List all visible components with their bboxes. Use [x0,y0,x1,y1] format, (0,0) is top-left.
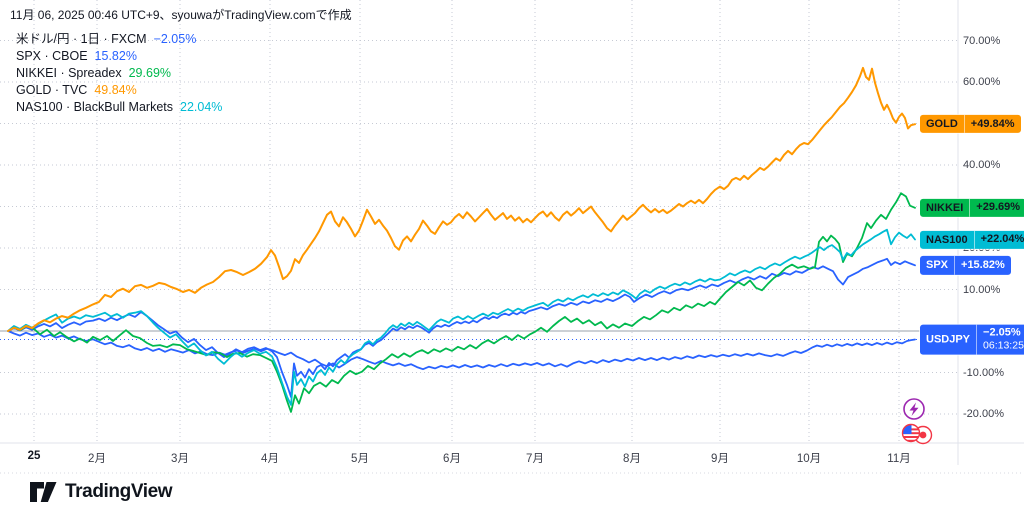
series-line-spx[interactable] [7,257,916,398]
price-axis-label: -10.00% [963,366,1004,379]
price-axis-label: -20.00% [963,408,1004,420]
price-flag-change: −2.05% [983,326,1021,339]
price-flag-value-box: +15.82% [954,256,1011,275]
price-flag-symbol: SPX [926,259,949,272]
legend-item-label: 米ドル/円 · 1日 · FXCM [16,32,147,46]
tradingview-logo-text: TradingView [65,481,173,502]
symbol-badges [901,398,933,445]
time-axis-label: 7月 [526,453,544,465]
price-flag-symbol: GOLD [926,118,958,131]
time-axis-label: 6月 [443,453,461,465]
time-axis-label: 3月 [171,453,189,465]
series-line-nas100[interactable] [7,228,916,406]
price-flag-symbol: USDJPY [926,333,971,346]
price-flag-countdown: 06:13:25 [983,339,1024,352]
legend-item-1[interactable]: SPX · CBOE 15.82% [16,48,222,65]
legend-item-2[interactable]: NIKKEI · Spreadex 29.69% [16,65,222,82]
price-axis-label: 40.00% [963,159,1001,171]
price-flag-spx[interactable]: SPX +15.82% [920,256,1011,275]
legend-item-change-value: 49.84% [94,83,137,97]
time-axis-label: 25 [27,450,41,462]
price-axis-label: 10.00% [963,283,1001,296]
series-line-gold[interactable] [7,66,916,332]
legend-item-4[interactable]: NAS100 · BlackBull Markets 22.04% [16,99,222,116]
series-line-nikkei[interactable] [7,192,916,413]
price-flag-change: +22.04% [980,232,1024,245]
price-flag-symbol: NIKKEI [926,201,964,214]
price-flag-usdjpy[interactable]: USDJPY −2.05% 06:13:25 [920,324,1024,355]
price-flag-value-box: +29.69% [969,198,1024,217]
price-flag-symbol: NAS100 [926,233,968,246]
time-axis-label: 5月 [351,453,369,465]
realtime-lightning-icon[interactable] [903,398,925,420]
price-flag-change: +15.82% [961,258,1005,271]
time-axis-label: 10月 [796,453,822,465]
price-flag-change: +49.84% [970,117,1015,130]
price-flag-value-box: +49.84% [963,115,1021,134]
time-axis-label: 2月 [88,453,106,465]
price-flag-value-box: −2.05% 06:13:25 [976,324,1024,355]
time-axis-label: 8月 [623,453,641,465]
legend-item-change-value: −2.05% [153,32,197,46]
time-axis-label: 9月 [711,453,729,465]
legend-item-label: NIKKEI · Spreadex [16,66,122,80]
price-flag-value-box: +22.04% [973,230,1024,249]
price-flag-gold[interactable]: GOLD +49.84% [920,115,1021,134]
tradingview-logo-mark [30,482,57,502]
legend-item-change-value: 29.69% [128,66,172,80]
legend-item-change-value: 22.04% [180,100,223,114]
chart-created-note: 11月 06, 2025 00:46 UTC+9、syouwaがTradingV… [10,8,352,22]
legend-item-label: GOLD · TVC [16,83,88,97]
legend-item-label: NAS100 · BlackBull Markets [16,100,174,114]
series-line-usdjpy[interactable] [7,330,916,371]
tradingview-logo[interactable]: TradingView [30,481,173,503]
chart-legend: 米ドル/円 · 1日 · FXCM −2.05% SPX · CBOE 15.82% N… [16,31,222,116]
legend-item-change-value: 15.82% [94,49,137,63]
price-flag-nikkei[interactable]: NIKKEI +29.69% [920,198,1024,217]
price-axis-label: 60.00% [963,76,1001,88]
price-flag-nas100[interactable]: NAS100 +22.04% [920,230,1024,249]
legend-item-0[interactable]: 米ドル/円 · 1日 · FXCM −2.05% [16,31,222,48]
time-axis-label: 11月 [887,453,911,465]
time-axis-label: 4月 [261,453,279,465]
legend-item-label: SPX · CBOE [16,49,88,63]
legend-item-3[interactable]: GOLD · TVC 49.84% [16,82,222,99]
price-axis-label: 70.00% [963,34,1001,47]
price-flag-change: +29.69% [976,201,1021,214]
usdjpy-pair-flags-icon [901,423,933,445]
